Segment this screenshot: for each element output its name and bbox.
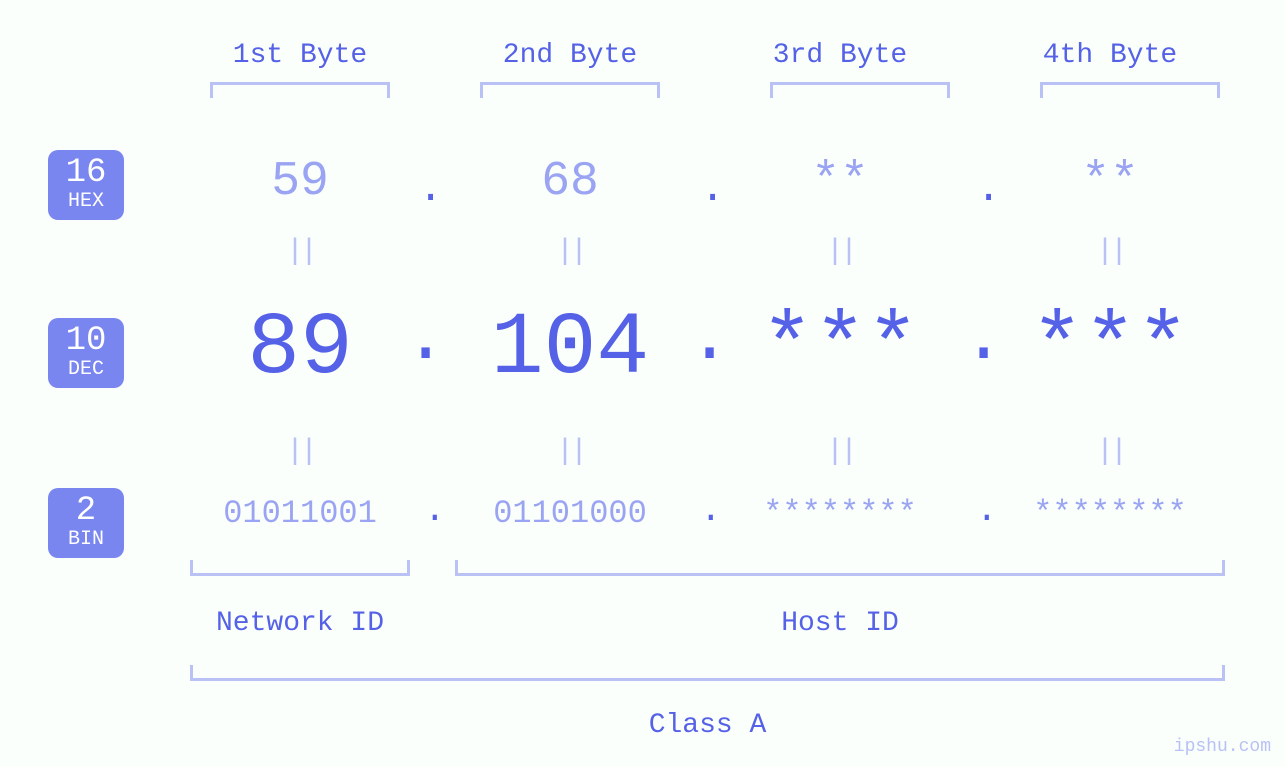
hex-byte-3: **: [725, 155, 955, 209]
hex-byte-1: 59: [185, 155, 415, 209]
eq2-2: ||: [455, 435, 685, 469]
bin-byte-3: ********: [725, 495, 955, 532]
dec-byte-4: ***: [995, 300, 1225, 399]
bin-badge: 2 BIN: [48, 488, 124, 558]
bracket-host: [455, 560, 1225, 576]
bracket-byte-3: [770, 82, 950, 98]
hex-dot-1: .: [418, 165, 443, 213]
bin-dot-2: .: [700, 490, 722, 531]
eq1-4: ||: [995, 235, 1225, 269]
bracket-class: [190, 665, 1225, 681]
bracket-byte-1: [210, 82, 390, 98]
eq1-2: ||: [455, 235, 685, 269]
bin-badge-num: 2: [48, 494, 124, 528]
bracket-network: [190, 560, 410, 576]
eq1-1: ||: [185, 235, 415, 269]
dec-dot-2: .: [688, 298, 731, 380]
byte-header-1: 1st Byte: [185, 40, 415, 71]
ip-diagram: 1st Byte 2nd Byte 3rd Byte 4th Byte 16 H…: [0, 0, 1285, 767]
host-id-label: Host ID: [455, 608, 1225, 639]
bin-dot-3: .: [976, 490, 998, 531]
hex-badge-label: HEX: [48, 192, 124, 212]
class-label: Class A: [190, 710, 1225, 741]
dec-dot-3: .: [962, 298, 1005, 380]
bin-byte-2: 01101000: [455, 495, 685, 532]
dec-badge: 10 DEC: [48, 318, 124, 388]
byte-header-4: 4th Byte: [995, 40, 1225, 71]
byte-header-3: 3rd Byte: [725, 40, 955, 71]
bracket-byte-2: [480, 82, 660, 98]
hex-dot-2: .: [700, 165, 725, 213]
byte-header-2: 2nd Byte: [455, 40, 685, 71]
dec-byte-2: 104: [455, 300, 685, 399]
bin-dot-1: .: [424, 490, 446, 531]
dec-badge-label: DEC: [48, 360, 124, 380]
dec-byte-3: ***: [725, 300, 955, 399]
bin-byte-1: 01011001: [185, 495, 415, 532]
dec-dot-1: .: [404, 298, 447, 380]
dec-byte-1: 89: [185, 300, 415, 399]
hex-badge-num: 16: [48, 156, 124, 190]
eq2-4: ||: [995, 435, 1225, 469]
dec-badge-num: 10: [48, 324, 124, 358]
hex-dot-3: .: [976, 165, 1001, 213]
watermark: ipshu.com: [1174, 737, 1271, 757]
bin-byte-4: ********: [995, 495, 1225, 532]
eq2-3: ||: [725, 435, 955, 469]
hex-byte-4: **: [995, 155, 1225, 209]
hex-badge: 16 HEX: [48, 150, 124, 220]
bracket-byte-4: [1040, 82, 1220, 98]
network-id-label: Network ID: [185, 608, 415, 639]
eq1-3: ||: [725, 235, 955, 269]
bin-badge-label: BIN: [48, 530, 124, 550]
eq2-1: ||: [185, 435, 415, 469]
hex-byte-2: 68: [455, 155, 685, 209]
